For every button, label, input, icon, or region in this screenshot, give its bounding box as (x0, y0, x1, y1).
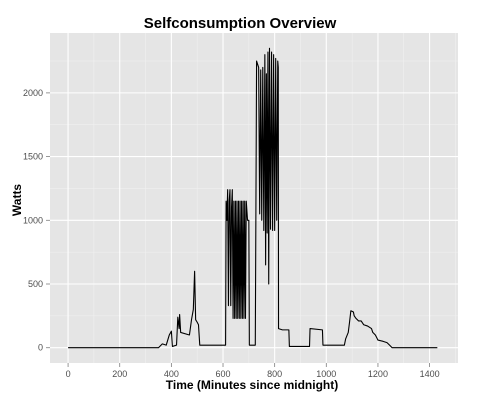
x-tick-label: 600 (215, 369, 230, 379)
y-tick-label: 2000 (23, 88, 43, 98)
x-tick-label: 800 (267, 369, 282, 379)
x-tick-label: 1200 (368, 369, 388, 379)
x-tick-label: 0 (66, 369, 71, 379)
x-axis-title: Time (Minutes since midnight) (166, 378, 338, 392)
x-tick-label: 400 (164, 369, 179, 379)
plot-panel (50, 33, 458, 363)
series-line (68, 47, 438, 349)
x-tick-label: 1000 (316, 369, 336, 379)
x-tick-labels: 0 200 400 600 800 1000 1200 1400 (66, 369, 440, 379)
chart-title: Selfconsumption Overview (144, 15, 337, 32)
y-axis-title: Watts (10, 184, 24, 217)
x-tick-label: 200 (112, 369, 127, 379)
y-tick-label: 1500 (23, 152, 43, 162)
y-tick-label: 1000 (23, 215, 43, 225)
y-tick-label: 500 (28, 279, 43, 289)
y-tick-label: 0 (38, 343, 43, 353)
x-tick-label: 1400 (420, 369, 440, 379)
axis-ticks (46, 92, 430, 367)
y-tick-labels: 0 500 1000 1500 2000 (23, 88, 43, 353)
